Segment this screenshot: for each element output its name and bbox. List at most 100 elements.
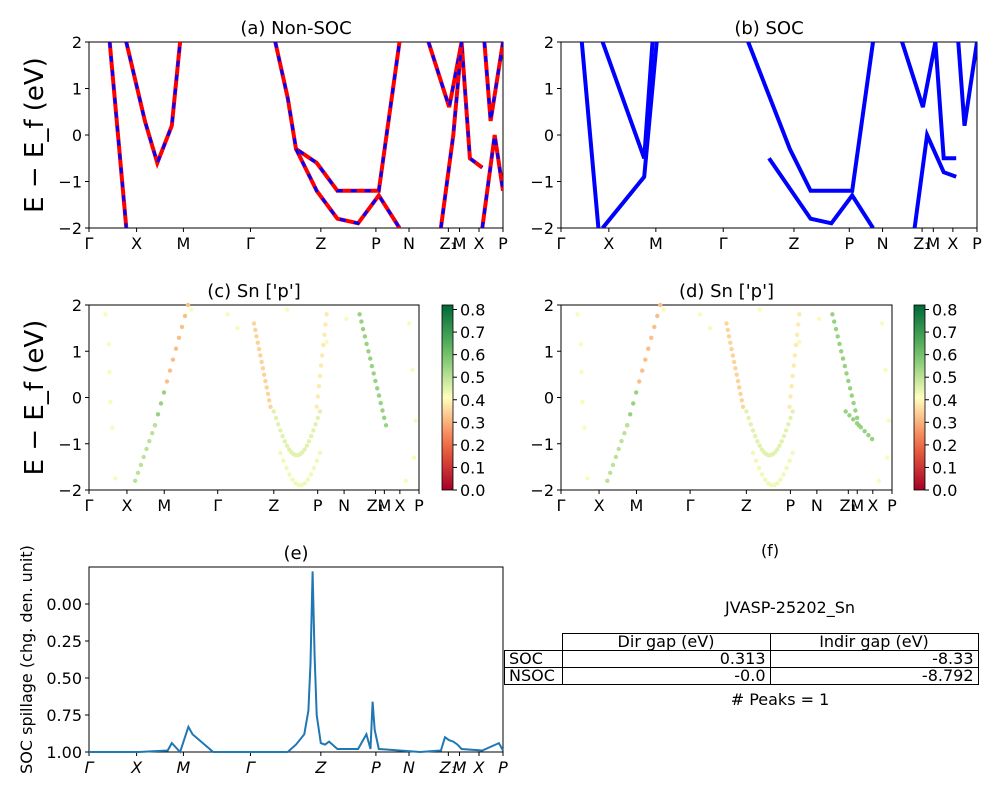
scatter-point [383, 423, 389, 428]
gap-table: Dir gap (eV) Indir gap (eV) SOC 0.313 -8… [504, 633, 979, 685]
scatter-point [833, 326, 839, 332]
scatter-point [582, 425, 587, 430]
x-tick-label: P [371, 234, 381, 253]
scatter-point [170, 357, 176, 362]
scatter-point [413, 418, 418, 423]
scatter-point [371, 371, 376, 376]
scatter-point [786, 422, 791, 427]
scatter-point [575, 312, 580, 317]
x-tick-label: P [414, 496, 424, 515]
x-tick-label: Z [788, 234, 799, 253]
y-tick-label: 0 [72, 126, 82, 145]
scatter-point [862, 429, 867, 434]
scatter-point [264, 385, 269, 390]
scatter-point [707, 325, 713, 331]
scatter-point [378, 400, 383, 406]
y-tick-label: 2 [72, 33, 82, 52]
scatter-point [790, 373, 795, 379]
band-line-dashed [273, 42, 401, 193]
panel-title: (c) Sn ['p'] [207, 281, 301, 302]
scatter-point [256, 346, 262, 352]
colorbar-tick-label: 0.8 [932, 301, 957, 320]
scatter-point [613, 454, 619, 460]
scatter-point [793, 342, 799, 348]
x-tick-label: M [649, 234, 663, 253]
x-tick-label: M [850, 496, 864, 515]
x-tick-label: P [498, 234, 508, 253]
scatter-point [625, 423, 630, 428]
colorbar-tick-label: 0.2 [932, 436, 957, 455]
scatter-point [316, 384, 322, 389]
scatter-point [305, 477, 310, 482]
scatter-point [616, 446, 621, 452]
scatter-point [738, 391, 743, 397]
peaks-label: # Peaks = 1 [730, 690, 830, 709]
scatter-point [251, 321, 257, 326]
x-tick-label: X [131, 234, 142, 253]
scatter-point [866, 433, 871, 438]
panel-f-subtitle: JVASP-25202_Sn [724, 598, 855, 617]
colorbar-tick-label: 0.5 [460, 368, 485, 387]
plot-area [557, 41, 978, 232]
scatter-point [844, 371, 849, 376]
x-tick-label: X [474, 234, 485, 253]
scatter-point [369, 363, 375, 369]
dir-gap-header: Dir gap (eV) [561, 633, 771, 651]
scatter-point [176, 335, 182, 340]
plot-area [557, 302, 893, 494]
x-tick-label: Γ [213, 496, 222, 515]
scatter-point [733, 366, 738, 371]
x-tick-label: Γ [686, 496, 695, 515]
scatter-point [322, 332, 327, 337]
x-tick-label: N [338, 496, 350, 515]
x-tick-label: M [176, 234, 190, 253]
scatter-point [734, 372, 739, 377]
scatter-point [309, 433, 314, 439]
scatter-point [344, 316, 349, 322]
scatter-point [837, 341, 842, 347]
table-row: SOC 0.313 -8.33 [504, 650, 979, 668]
scatter-point [276, 422, 281, 427]
colorbar-tick-label: 0.0 [932, 481, 957, 500]
scatter-point [697, 312, 703, 317]
row-label: NSOC [504, 667, 563, 685]
scatter-point [315, 415, 320, 421]
scatter-point [262, 372, 267, 377]
scatter-point [775, 447, 780, 452]
band-line [912, 127, 957, 228]
scatter-point [284, 307, 290, 312]
scatter-point [380, 408, 385, 413]
scatter-point [108, 399, 113, 405]
scatter-point [324, 312, 329, 317]
x-tick-label: N [811, 496, 823, 515]
x-tick-label: Z [268, 496, 279, 515]
scatter-point [235, 325, 240, 331]
scatter-point [840, 356, 846, 361]
scatter-point [628, 412, 633, 417]
scatter-point [775, 481, 780, 486]
scatter-point [280, 433, 285, 439]
scatter-point [750, 450, 756, 456]
y-tick-label: 0 [544, 126, 554, 145]
scatter-point [753, 458, 759, 463]
scatter-point [141, 454, 146, 460]
scatter-point [311, 465, 317, 471]
scatter-point [781, 433, 787, 439]
scatter-point [631, 401, 636, 406]
scatter-point [406, 321, 412, 326]
colorbar-tick-label: 0.4 [460, 391, 485, 410]
x-tick-label: M [157, 496, 171, 515]
scatter-point [830, 312, 835, 317]
scatter-point [273, 415, 279, 421]
plot-area [85, 566, 504, 756]
scatter-point [253, 327, 258, 333]
scatter-point [308, 472, 314, 477]
x-tick-label: N [403, 234, 415, 253]
colorbar-tick-label: 0.1 [460, 458, 485, 477]
scatter-point [144, 446, 149, 452]
x-tick-label: Γ [85, 758, 95, 777]
scatter-point [304, 443, 309, 448]
scatter-point [368, 356, 373, 361]
colorbar-tick-label: 0.8 [460, 301, 485, 320]
scatter-point [847, 386, 853, 391]
